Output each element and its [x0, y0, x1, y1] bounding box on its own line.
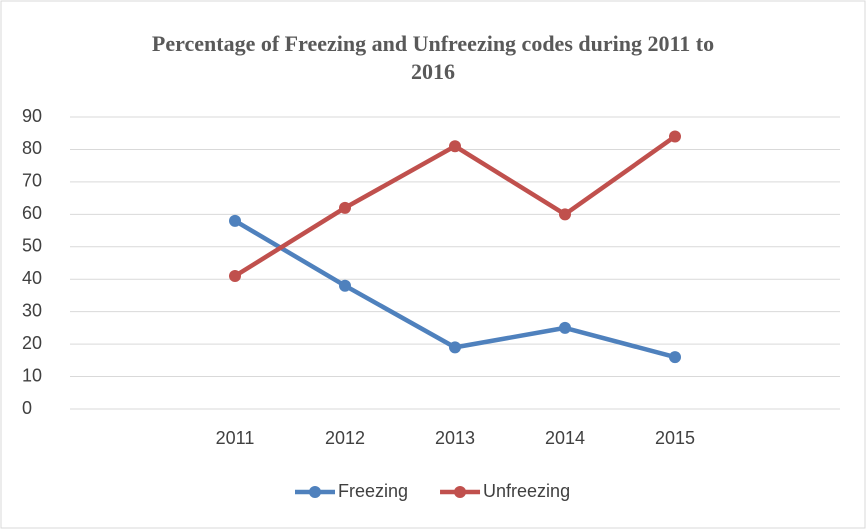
- y-tick-label: 30: [22, 300, 42, 320]
- y-tick-label: 20: [22, 333, 42, 353]
- y-tick-label: 80: [22, 138, 42, 158]
- data-point: [559, 208, 571, 221]
- x-tick-label: 2015: [655, 428, 695, 448]
- data-point: [339, 201, 351, 214]
- x-tick-label: 2014: [545, 428, 585, 448]
- legend-label: Unfreezing: [483, 481, 570, 501]
- data-point: [449, 341, 461, 354]
- y-tick-label: 60: [22, 203, 42, 223]
- chart-title: Percentage of Freezing and Unfreezing co…: [151, 31, 715, 84]
- x-tick-label: 2012: [325, 428, 365, 448]
- data-point: [669, 130, 681, 143]
- y-tick-label: 90: [22, 106, 42, 126]
- data-point: [229, 269, 241, 282]
- legend-label: Freezing: [338, 481, 408, 501]
- y-tick-label: 10: [22, 365, 42, 385]
- y-tick-label: 40: [22, 268, 42, 288]
- y-tick-label: 70: [22, 171, 42, 191]
- data-point: [339, 279, 351, 292]
- data-point: [229, 214, 241, 227]
- legend-marker: [454, 486, 467, 498]
- y-tick-label: 0: [22, 398, 32, 418]
- legend-marker: [309, 486, 321, 498]
- y-tick-label: 50: [22, 236, 42, 256]
- x-tick-label: 2013: [435, 428, 475, 448]
- data-point: [669, 351, 681, 364]
- data-point: [449, 140, 461, 153]
- data-point: [559, 321, 571, 334]
- x-tick-label: 2011: [216, 428, 255, 448]
